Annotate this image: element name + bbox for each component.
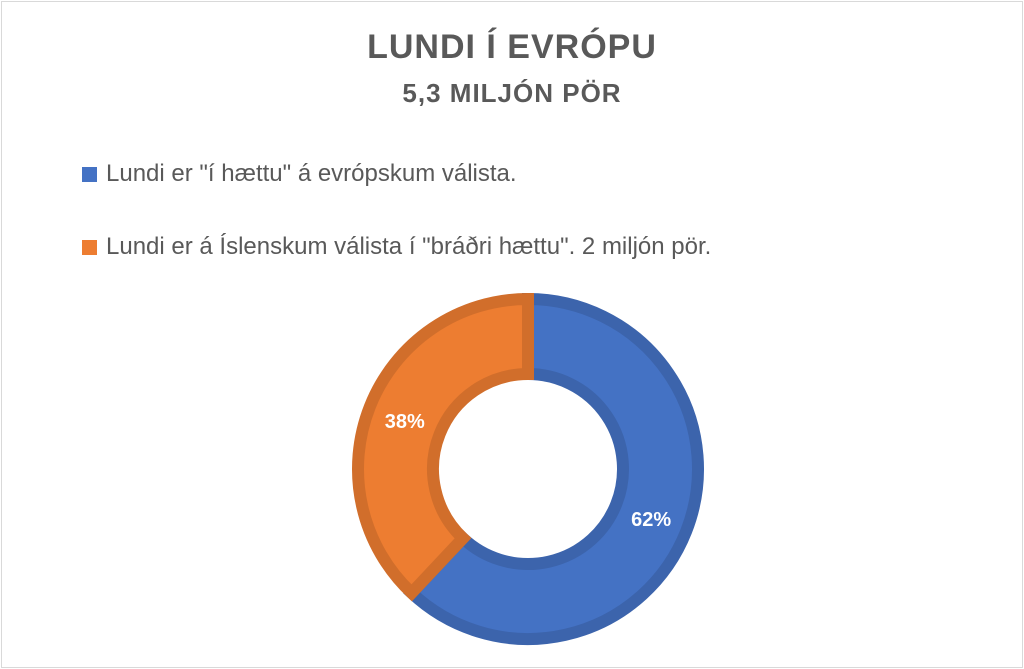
legend-label-orange: Lundi er á Íslenskum válista í "bráðri h… bbox=[106, 233, 712, 260]
chart-title: LUNDI Í EVRÓPU bbox=[367, 28, 657, 66]
legend-swatch-blue bbox=[82, 166, 97, 182]
donut-slice-1 bbox=[352, 292, 534, 602]
legend-item-blue: Lundi er "í hættu" á evrópskum válista. bbox=[82, 160, 517, 188]
chart-subtitle: 5,3 MILJÓN PÖR bbox=[402, 78, 622, 108]
data-label-1: 38% bbox=[385, 411, 425, 433]
data-label-0: 62% bbox=[631, 509, 671, 531]
legend-swatch-orange bbox=[82, 239, 97, 255]
donut-slice-0 bbox=[403, 292, 704, 645]
legend-label-blue: Lundi er "í hættu" á evrópskum válista. bbox=[106, 160, 517, 187]
legend-item-orange: Lundi er á Íslenskum válista í "bráðri h… bbox=[82, 233, 711, 261]
